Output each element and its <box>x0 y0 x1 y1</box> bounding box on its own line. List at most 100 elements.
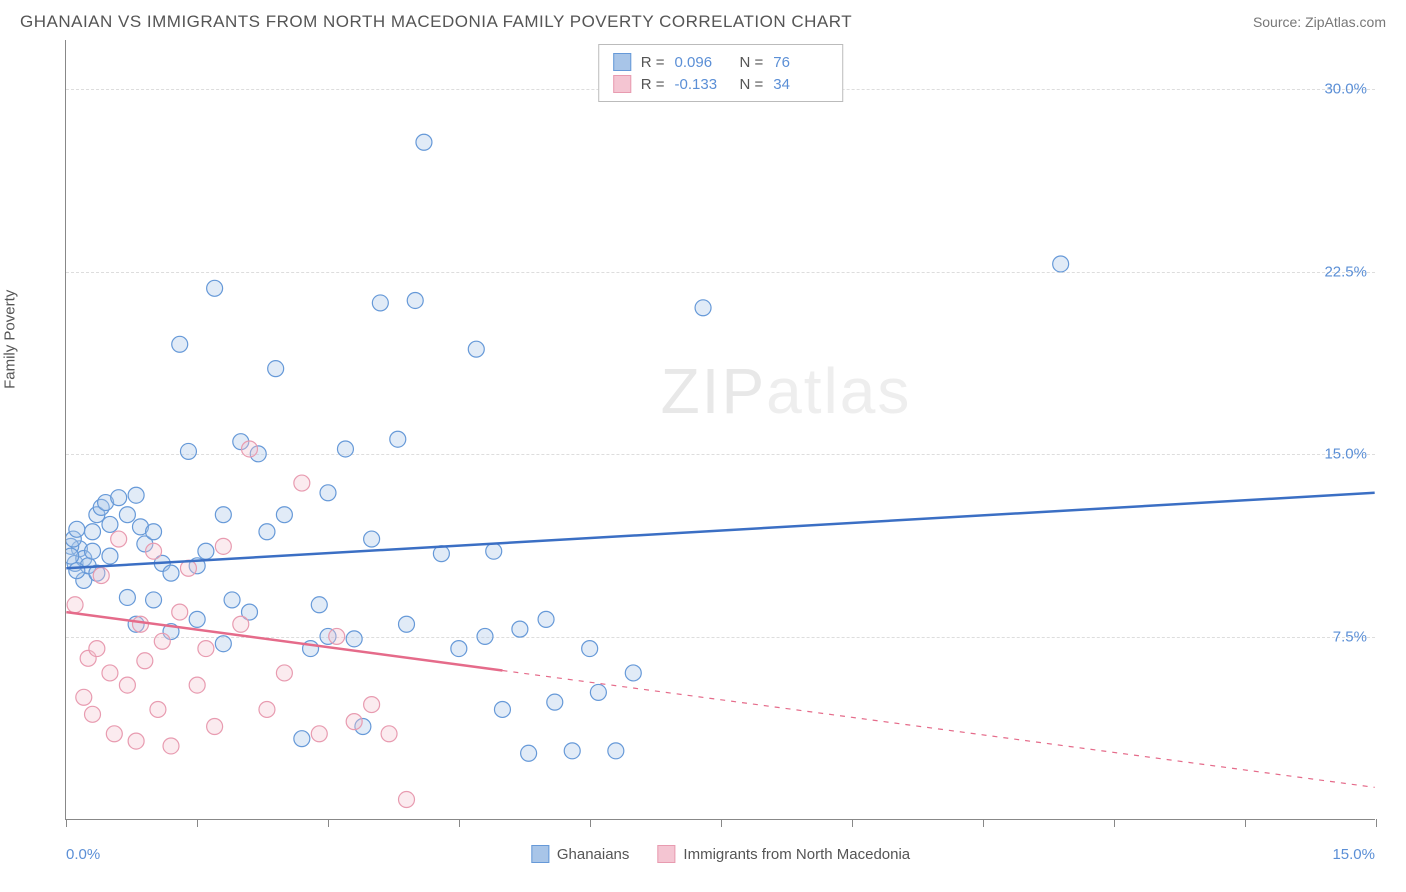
data-point <box>128 733 144 749</box>
data-point <box>154 633 170 649</box>
data-point <box>85 543 101 559</box>
n-label: N = <box>740 76 764 93</box>
x-tick <box>1376 819 1377 827</box>
data-point <box>494 701 510 717</box>
x-tick <box>983 819 984 827</box>
x-tick <box>459 819 460 827</box>
data-point <box>102 516 118 532</box>
data-point <box>1053 256 1069 272</box>
stats-row-series1: R = 0.096 N = 76 <box>613 51 829 73</box>
data-point <box>163 738 179 754</box>
data-point <box>521 745 537 761</box>
r-label: R = <box>641 76 665 93</box>
legend-item-series2: Immigrants from North Macedonia <box>657 845 910 863</box>
data-point <box>146 524 162 540</box>
data-point <box>311 597 327 613</box>
n-value-series2: 34 <box>773 76 828 93</box>
data-point <box>259 524 275 540</box>
data-point <box>172 336 188 352</box>
data-point <box>582 641 598 657</box>
data-point <box>259 701 275 717</box>
n-value-series1: 76 <box>773 54 828 71</box>
data-point <box>172 604 188 620</box>
data-point <box>416 134 432 150</box>
data-point <box>207 280 223 296</box>
data-point <box>294 731 310 747</box>
data-point <box>69 563 85 579</box>
data-point <box>119 507 135 523</box>
x-tick <box>1114 819 1115 827</box>
data-point <box>106 726 122 742</box>
stats-row-series2: R = -0.133 N = 34 <box>613 73 829 95</box>
x-tick <box>852 819 853 827</box>
data-point <box>608 743 624 759</box>
data-point <box>119 677 135 693</box>
data-point <box>512 621 528 637</box>
data-point <box>233 616 249 632</box>
data-point <box>69 521 85 537</box>
data-point <box>590 684 606 700</box>
plot-area: ZIPatlas R = 0.096 N = 76 R = -0.133 N =… <box>65 40 1375 820</box>
data-point <box>337 441 353 457</box>
data-point <box>564 743 580 759</box>
data-point <box>364 697 380 713</box>
data-point <box>132 616 148 632</box>
legend-label-series1: Ghanaians <box>557 846 630 863</box>
stats-legend-box: R = 0.096 N = 76 R = -0.133 N = 34 <box>598 44 844 102</box>
data-point <box>85 706 101 722</box>
data-point <box>242 441 258 457</box>
swatch-series1 <box>613 53 631 71</box>
data-point <box>468 341 484 357</box>
legend-swatch-series1 <box>531 845 549 863</box>
data-point <box>311 726 327 742</box>
data-point <box>85 524 101 540</box>
data-point <box>146 543 162 559</box>
data-point <box>390 431 406 447</box>
n-label: N = <box>740 54 764 71</box>
data-point <box>364 531 380 547</box>
data-point <box>477 628 493 644</box>
x-tick <box>721 819 722 827</box>
data-point <box>102 548 118 564</box>
data-point <box>294 475 310 491</box>
data-point <box>695 300 711 316</box>
trend-line <box>66 612 502 670</box>
data-point <box>67 597 83 613</box>
data-point <box>150 701 166 717</box>
data-point <box>146 592 162 608</box>
data-point <box>102 665 118 681</box>
data-point <box>224 592 240 608</box>
data-point <box>399 616 415 632</box>
data-point <box>207 719 223 735</box>
data-point <box>276 507 292 523</box>
data-point <box>119 589 135 605</box>
legend-swatch-series2 <box>657 845 675 863</box>
y-axis-label: Family Poverty <box>2 290 19 389</box>
trend-line-extrapolated <box>502 671 1374 788</box>
r-label: R = <box>641 54 665 71</box>
swatch-series2 <box>613 75 631 93</box>
data-point <box>268 361 284 377</box>
data-point <box>346 714 362 730</box>
data-point <box>93 568 109 584</box>
data-point <box>180 443 196 459</box>
data-point <box>215 538 231 554</box>
data-point <box>215 507 231 523</box>
x-tick <box>328 819 329 827</box>
x-tick <box>197 819 198 827</box>
source-attribution: Source: ZipAtlas.com <box>1253 14 1386 30</box>
data-point <box>66 548 79 564</box>
data-point <box>76 689 92 705</box>
data-point <box>486 543 502 559</box>
data-point <box>329 628 345 644</box>
data-point <box>372 295 388 311</box>
chart-container: Family Poverty ZIPatlas R = 0.096 N = 76… <box>20 40 1386 820</box>
x-tick <box>66 819 67 827</box>
data-point <box>346 631 362 647</box>
data-point <box>163 565 179 581</box>
x-min-label: 0.0% <box>66 846 100 863</box>
r-value-series1: 0.096 <box>675 54 730 71</box>
r-value-series2: -0.133 <box>675 76 730 93</box>
data-point <box>547 694 563 710</box>
data-point <box>189 611 205 627</box>
